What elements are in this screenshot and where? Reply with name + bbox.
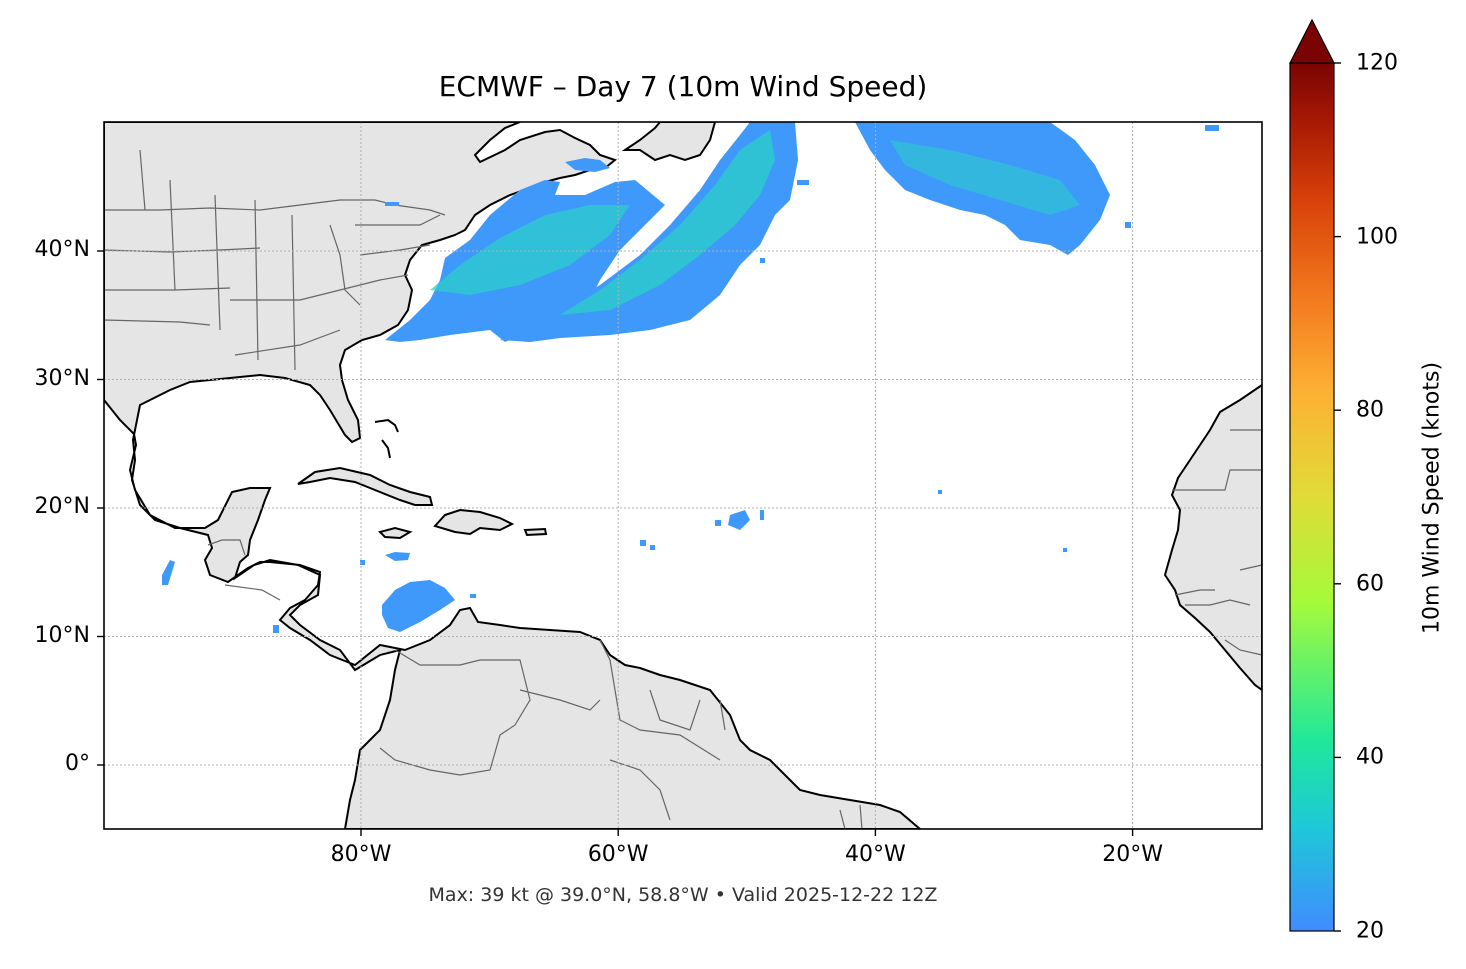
wind-speck — [470, 594, 476, 598]
north-america-landmass — [104, 122, 922, 829]
wind-patch-gulf-of-st-lawrence — [565, 158, 610, 172]
africa-landmass — [1163, 383, 1262, 692]
wind-speed-field — [162, 122, 1219, 633]
wind-speck — [1063, 548, 1067, 552]
colorbar-label: 10m Wind Speed (knots) — [1419, 361, 1445, 635]
colorbar-extend-arrow — [1289, 18, 1335, 64]
lat-tick-label: 30°N — [34, 365, 90, 391]
map-border — [103, 121, 1263, 830]
colorbar-tick-label: 100 — [1356, 224, 1398, 250]
wind-speck — [273, 625, 279, 633]
colorbar-tick-label: 80 — [1356, 397, 1384, 423]
lat-tick-label: 20°N — [34, 494, 90, 519]
wind-speck — [938, 490, 942, 494]
puerto-rico — [523, 527, 548, 537]
footer-note: Max: 39 kt @ 39.0°N, 58.8°W • Valid 2025… — [428, 884, 938, 906]
cuba — [297, 466, 434, 506]
colorbar-tick-label: 40 — [1356, 744, 1384, 770]
wind-patch-caribbean-north — [385, 552, 410, 561]
lon-tick-label: 60°W — [587, 842, 649, 867]
colorbar-tick-label: 120 — [1356, 50, 1398, 76]
map-gridlines — [104, 122, 1262, 829]
lat-tick-label: 10°N — [34, 622, 90, 648]
jamaica — [378, 526, 413, 540]
wind-speck — [760, 510, 764, 520]
wind-speck — [1125, 222, 1131, 228]
wind-patch-pacific — [162, 560, 175, 585]
wind-patch-central-scatter — [728, 510, 750, 530]
colorbar-tick-label: 60 — [1356, 571, 1384, 597]
lon-tick-label: 20°W — [1102, 842, 1163, 867]
colorbar-gradient — [1289, 62, 1335, 932]
newfoundland — [621, 122, 717, 162]
wind-speck — [360, 560, 365, 565]
wind-swath-northeast-core — [890, 140, 1080, 215]
wind-speck — [1205, 125, 1219, 131]
map-tick-marks — [97, 250, 1134, 836]
map-title: ECMWF – Day 7 (10m Wind Speed) — [438, 70, 928, 103]
wind-speck — [385, 202, 399, 206]
wind-swath-central-core — [560, 130, 775, 315]
wind-speck — [640, 540, 646, 546]
colorbar-tick-marks — [1334, 62, 1341, 932]
lat-tick-label: 0° — [65, 751, 90, 776]
wind-swath-western-core — [430, 205, 630, 295]
lon-tick-label: 40°W — [845, 842, 906, 867]
hispaniola — [433, 508, 515, 536]
wind-speck — [650, 545, 655, 550]
lon-tick-label: 80°W — [330, 842, 392, 867]
lat-tick-label: 40°N — [34, 237, 90, 262]
wind-speck — [797, 180, 809, 185]
wind-speck — [715, 520, 721, 526]
wind-speck — [760, 258, 765, 263]
wind-patch-caribbean — [382, 580, 455, 632]
colorbar-tick-label: 20 — [1356, 918, 1384, 944]
bahamas — [374, 418, 399, 459]
